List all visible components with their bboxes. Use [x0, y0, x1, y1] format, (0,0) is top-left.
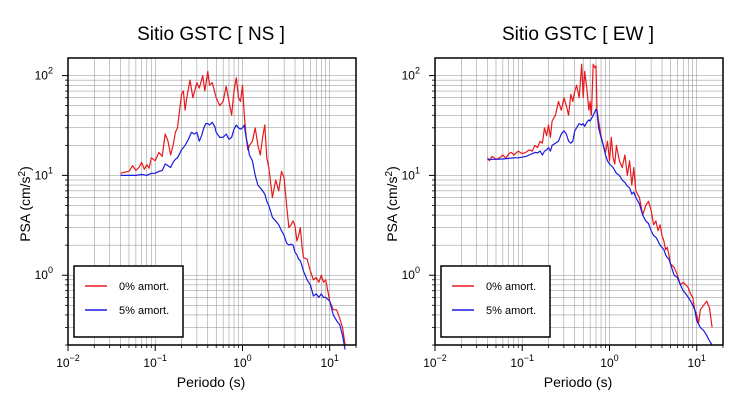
legend: 0% amort. 5% amort.	[73, 265, 184, 338]
series-line	[120, 70, 346, 346]
x-tick-label: 100	[233, 353, 251, 370]
y-tick-label: 100	[402, 265, 420, 282]
legend-label: 0% amort.	[486, 281, 536, 293]
chart-panel-ew: Sitio GSTC [ EW ] 10−2 10−1 100 10110010110…	[384, 24, 724, 390]
axes: 10−2 10−1 100 101 100 101 102	[35, 57, 357, 370]
x-tick-label: 10−1	[510, 353, 534, 370]
y-tick-label: 101	[402, 165, 420, 182]
legend-label: 5% amort.	[119, 305, 169, 317]
y-axis-label-close: )	[384, 166, 400, 171]
y-axis-label-sup: 2	[384, 170, 395, 176]
plot-frame	[67, 57, 357, 346]
y-axis-label-sup: 2	[17, 170, 28, 176]
legend-box	[440, 265, 551, 338]
x-tick-label: 101	[688, 353, 706, 370]
series-line	[487, 108, 713, 346]
legend-label: 5% amort.	[486, 305, 536, 317]
x-tick-label: 100	[600, 353, 618, 370]
y-axis-label: PSA (cm/s2)	[17, 166, 33, 242]
y-tick-label: 101	[35, 165, 53, 182]
x-tick-label: 10−1	[143, 353, 167, 370]
y-axis-label-close: )	[17, 166, 33, 171]
axes: 10−2 10−1 100 101 100 101 102	[402, 57, 724, 370]
plot-frame	[434, 57, 724, 346]
x-tick-label: 10−2	[56, 353, 80, 370]
x-tick-label: 10−2	[423, 353, 447, 370]
chart-title: Sitio GSTC [ EW ]	[502, 24, 654, 45]
y-axis-label: PSA (cm/s2)	[384, 166, 400, 242]
series-layer	[486, 63, 713, 346]
y-axis-label-base: PSA (cm/s	[384, 176, 400, 241]
y-tick-label: 102	[35, 66, 53, 83]
y-tick-label: 102	[402, 66, 420, 83]
legend-label: 0% amort.	[119, 281, 169, 293]
chart-panel-ns: Sitio GSTC [ NS ] 10−2 10−1 100 10110010110…	[17, 24, 357, 390]
legend-box	[73, 265, 184, 338]
series-line	[120, 121, 346, 350]
chart-title: Sitio GSTC [ NS ]	[137, 24, 285, 45]
x-tick-label: 101	[321, 353, 339, 370]
y-axis-label-base: PSA (cm/s	[17, 176, 33, 241]
x-axis-label: Periodo (s)	[544, 374, 612, 390]
legend: 0% amort. 5% amort.	[440, 265, 551, 338]
x-axis-label: Periodo (s)	[177, 374, 245, 390]
grid	[67, 58, 357, 346]
series-layer	[120, 70, 346, 350]
y-tick-label: 100	[35, 265, 53, 282]
